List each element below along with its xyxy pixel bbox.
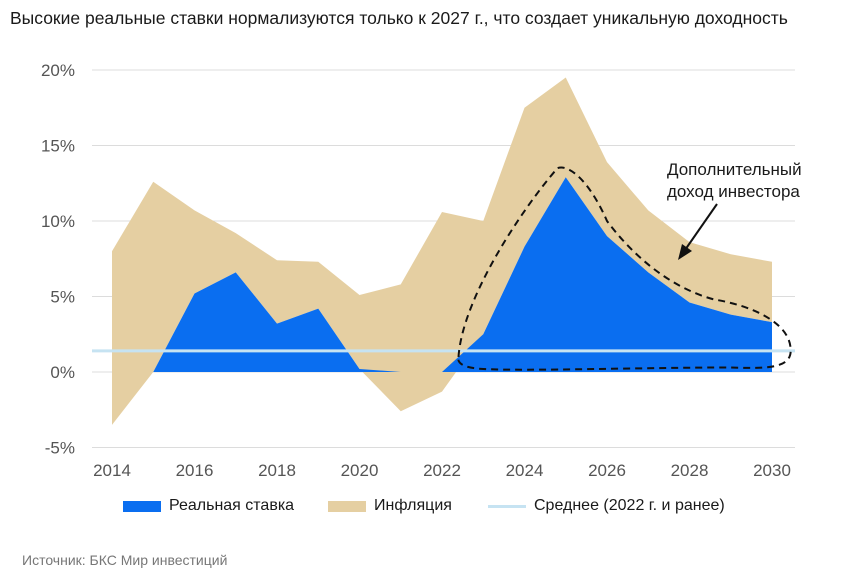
legend-label-average: Среднее (2022 г. и ранее) xyxy=(534,497,725,514)
chart-svg: 20% 15% 10% 5% 0% -5% 2014 2016 2018 2020 2022 2024… xyxy=(41,61,802,480)
y-tick-label: 0% xyxy=(50,363,75,382)
annotation-line-2: доход инвестора xyxy=(667,182,800,201)
inflation-area xyxy=(112,77,772,425)
y-tick-label: -5% xyxy=(45,439,75,458)
area-layer xyxy=(92,77,795,425)
annotation-layer: Дополнительный доход инвестора xyxy=(667,160,802,201)
x-tick-label: 2022 xyxy=(423,461,461,480)
x-tick-label: 2026 xyxy=(588,461,626,480)
legend-swatch-average xyxy=(488,504,526,508)
highlight-outline xyxy=(457,166,792,371)
x-tick-label: 2028 xyxy=(671,461,709,480)
axis-layer: 20% 15% 10% 5% 0% -5% 2014 2016 2018 2020 2022 2024… xyxy=(41,61,791,480)
real-rate-area xyxy=(112,177,772,372)
x-tick-label: 2014 xyxy=(93,461,131,480)
legend: Реальная ставка Инфляция Среднее (2022 г… xyxy=(0,497,850,523)
legend-swatch-real-rate xyxy=(123,500,161,512)
x-tick-label: 2016 xyxy=(176,461,214,480)
y-tick-label: 15% xyxy=(41,137,75,156)
annotation-arrow-head xyxy=(678,244,692,260)
y-tick-label: 10% xyxy=(41,212,75,231)
y-tick-label: 20% xyxy=(41,61,75,80)
legend-item-average: Среднее (2022 г. и ранее) xyxy=(488,497,725,515)
legend-item-inflation: Инфляция xyxy=(328,497,452,515)
x-tick-label: 2024 xyxy=(506,461,544,480)
x-tick-label: 2020 xyxy=(341,461,379,480)
legend-label-inflation: Инфляция xyxy=(374,497,452,514)
annotation-arrow-shaft xyxy=(684,203,718,251)
x-tick-label: 2030 xyxy=(753,461,791,480)
chart-title: Высокие реальные ставки нормализуются то… xyxy=(10,8,788,28)
source-note: Источник: БКС Мир инвестиций xyxy=(22,552,228,568)
legend-label-real-rate: Реальная ставка xyxy=(169,497,295,514)
legend-item-real-rate: Реальная ставка xyxy=(123,497,294,515)
annotation-line-1: Дополнительный xyxy=(667,160,802,179)
legend-swatch-inflation xyxy=(328,500,366,512)
x-tick-label: 2018 xyxy=(258,461,296,480)
y-tick-label: 5% xyxy=(50,288,75,307)
